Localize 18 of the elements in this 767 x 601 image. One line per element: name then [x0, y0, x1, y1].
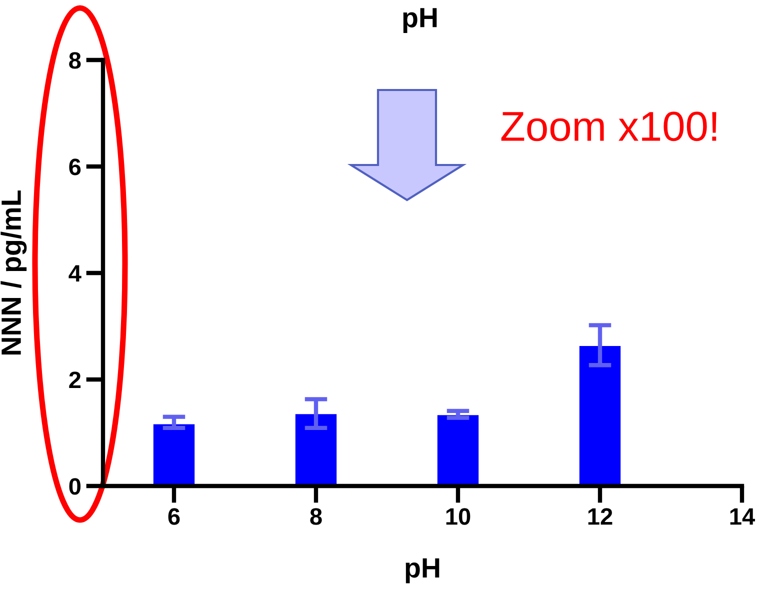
bar — [153, 424, 195, 486]
bar — [437, 415, 479, 486]
x-axis-title: pH — [406, 558, 440, 584]
y-tick-label: 4 — [68, 265, 82, 282]
y-tick-label: 8 — [69, 52, 81, 69]
annotation: Zoom x100! — [501, 112, 716, 142]
y-tick-label: 2 — [69, 372, 81, 388]
bar — [295, 414, 337, 486]
y-axis-title: NNN / pg/mL — [0, 190, 27, 354]
y-tick-label: 0 — [69, 478, 81, 495]
bar — [579, 346, 621, 486]
y-tick-label: 6 — [69, 158, 81, 176]
x-tick-label: 12 — [588, 508, 612, 525]
x-tick-label: 14 — [730, 508, 756, 525]
x-tick-label: 6 — [168, 508, 180, 525]
x-tick-label: 10 — [446, 508, 470, 525]
chart-title: pH — [403, 8, 437, 33]
x-tick-label: 8 — [310, 508, 322, 525]
